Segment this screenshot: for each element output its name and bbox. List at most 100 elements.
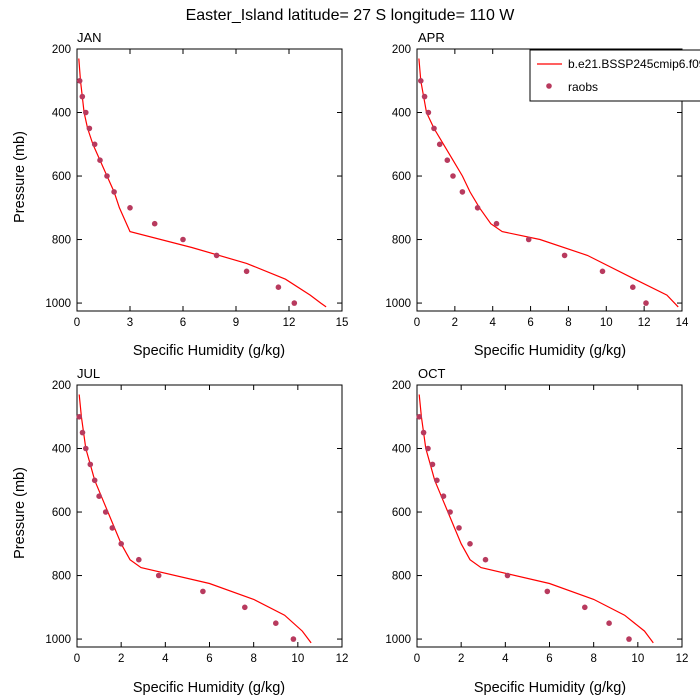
x-tick-label: 4 <box>490 317 497 329</box>
obs-point <box>109 525 116 531</box>
x-tick-label: 12 <box>283 317 296 329</box>
obs-point <box>544 588 551 595</box>
y-tick-label: 800 <box>52 571 71 583</box>
panel-label-jan: JAN <box>77 30 102 45</box>
plot-area-oct: 0 2 4 6 8 10 12 200 400 600 800 1000 <box>385 380 688 665</box>
obs-point <box>582 604 588 611</box>
obs-point <box>434 477 440 484</box>
x-tick-label: 12 <box>336 653 349 665</box>
y-tick-label: 200 <box>392 380 411 392</box>
plot-frame-apr <box>416 48 683 312</box>
obs-point <box>561 252 568 259</box>
x-tick-label: 9 <box>233 317 239 329</box>
x-tick-label: 10 <box>631 653 644 665</box>
model-series-line-jan <box>78 58 327 308</box>
obs-point <box>91 141 98 148</box>
x-tick-label: 4 <box>502 653 509 665</box>
x-tick-label: 6 <box>180 317 186 329</box>
y-tick-label: 1000 <box>385 298 411 310</box>
panel-apr: APR Specific Humidity (g/kg) <box>418 30 626 359</box>
y-tick-label: 600 <box>52 171 71 183</box>
obs-point <box>83 445 89 452</box>
obs-point <box>76 78 83 84</box>
obs-point <box>290 636 297 642</box>
x-tick-label: 6 <box>527 317 533 329</box>
plot-frame-jul <box>76 384 343 648</box>
x-tick-label: 15 <box>336 317 349 329</box>
obs-point <box>273 620 279 626</box>
obs-point <box>429 461 436 468</box>
obs-point <box>111 189 117 195</box>
obs-point <box>425 109 432 116</box>
panel-label-jul: JUL <box>77 366 100 381</box>
obs-point <box>180 236 186 243</box>
obs-point <box>213 252 220 259</box>
obs-point <box>243 268 250 275</box>
obs-point <box>643 300 649 306</box>
x-tick-label: 3 <box>127 317 133 329</box>
obs-point <box>431 125 437 132</box>
obs-point <box>482 556 489 563</box>
obs-point <box>444 157 451 163</box>
obs-point <box>525 236 532 243</box>
plot-area-jul: 0 2 4 6 8 10 12 200 400 600 800 1000 <box>45 380 348 665</box>
x-tick-label: 0 <box>414 653 420 665</box>
obs-point <box>436 141 443 148</box>
x-tick-label: 12 <box>676 653 689 665</box>
model-series-line-jul <box>78 394 312 644</box>
obs-point <box>87 461 94 468</box>
obs-point <box>420 429 427 436</box>
x-tick-label: 8 <box>590 653 596 665</box>
panel-oct: OCT Specific Humidity (g/kg) <box>418 366 626 696</box>
y-tick-label: 1000 <box>45 298 71 310</box>
y-tick-label: 400 <box>52 108 71 120</box>
obs-point <box>79 429 86 436</box>
obs-point <box>76 414 82 420</box>
model-series-line-oct <box>418 394 654 644</box>
x-tick-label: 6 <box>546 653 552 665</box>
panel-label-oct: OCT <box>418 366 446 381</box>
y-tick-label: 1000 <box>45 634 71 646</box>
legend-obs-marker <box>546 83 552 89</box>
obs-point <box>200 588 206 595</box>
panel-jul: JUL Pressure (mb) Specific Humidity (g/k… <box>12 366 285 696</box>
obs-point <box>440 493 447 500</box>
plot-frame-oct <box>416 384 683 648</box>
panel-label-apr: APR <box>418 30 445 45</box>
obs-point <box>606 620 612 626</box>
ylabel-jan: Pressure (mb) <box>12 131 28 223</box>
xlabel-oct: Specific Humidity (g/kg) <box>474 680 626 696</box>
xlabel-jul: Specific Humidity (g/kg) <box>133 680 285 696</box>
y-tick-label: 200 <box>392 44 411 56</box>
obs-point <box>96 493 102 500</box>
obs-point <box>118 541 124 547</box>
legend-obs-label: raobs <box>568 80 598 94</box>
obs-point <box>425 445 431 452</box>
plot-area-apr: 0 2 4 6 8 10 12 14 200 400 600 800 1000 <box>385 44 689 329</box>
obs-point <box>626 636 632 642</box>
obs-point <box>467 541 473 547</box>
x-tick-label: 2 <box>452 317 458 329</box>
plot-area-jan: 0 3 6 9 12 15 200 400 600 800 1000 <box>45 44 348 329</box>
obs-point <box>242 604 248 611</box>
obs-point <box>421 93 428 100</box>
ylabel-jul: Pressure (mb) <box>12 467 28 559</box>
legend-box <box>529 49 700 102</box>
obs-point <box>151 220 158 227</box>
plot-frame-jan <box>76 48 343 312</box>
obs-point <box>91 477 98 484</box>
obs-point <box>83 109 89 116</box>
obs-point <box>418 78 424 84</box>
x-tick-label: 10 <box>291 653 304 665</box>
obs-point <box>456 525 462 531</box>
x-tick-label: 0 <box>414 317 420 329</box>
y-tick-label: 800 <box>52 235 71 247</box>
x-tick-label: 8 <box>250 653 256 665</box>
y-tick-label: 800 <box>392 235 411 247</box>
y-tick-label: 400 <box>392 444 411 456</box>
x-tick-label: 4 <box>162 653 169 665</box>
obs-point <box>97 157 103 163</box>
obs-point <box>127 205 133 211</box>
y-tick-label: 800 <box>392 571 411 583</box>
